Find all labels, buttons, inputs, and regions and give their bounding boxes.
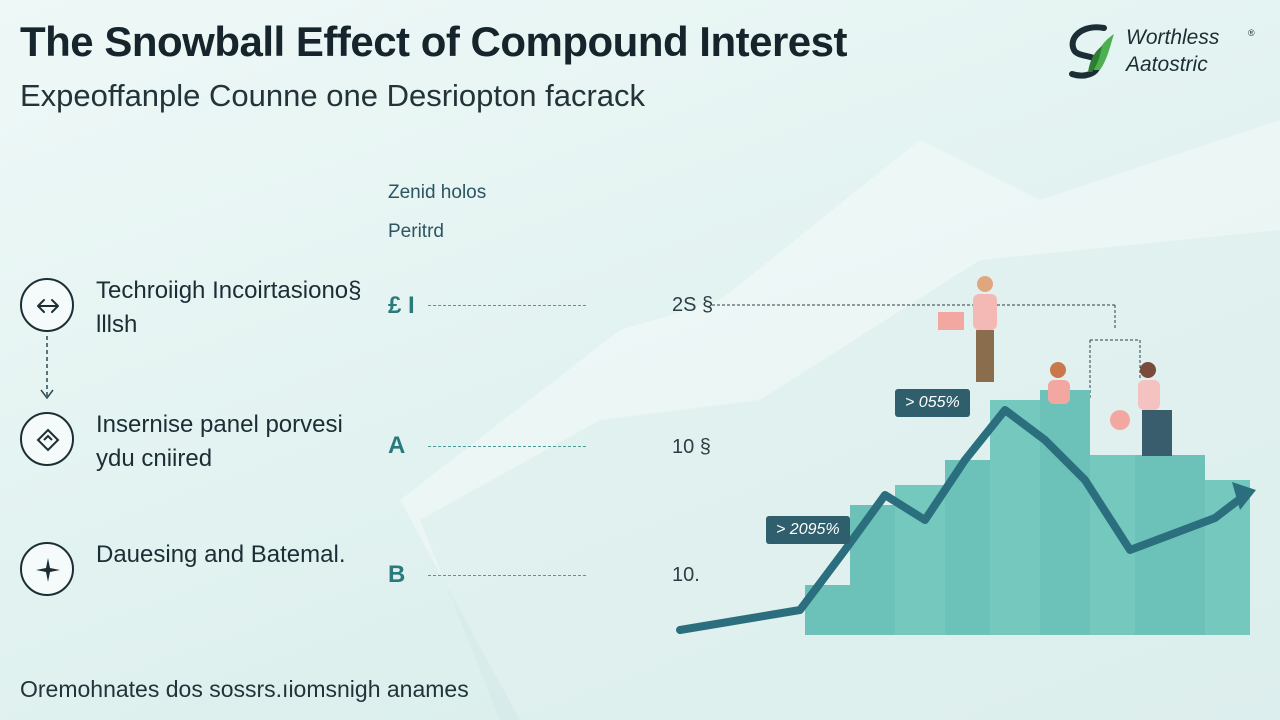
y-label-3: 10. [672,564,700,586]
logo-line-1: Worthless [1126,26,1220,49]
logo-text: Worthless Aatostric [1126,24,1219,78]
row-marker-1: £ I [388,292,415,319]
connector-arrow [40,336,54,400]
y-label-2: 10 § [672,436,711,458]
logo-registered-mark: ® [1248,28,1255,38]
people-figures [938,276,1172,456]
tag-icon [20,412,74,466]
y-label-1: 2S § [672,294,714,316]
row-divider-3 [428,575,586,576]
middle-heading-1: Zenid holos [388,182,487,203]
feature-item-1: Techroiigh Incoirtasiono§ lllsh [20,277,380,348]
feature-label: Insernise panel porvesi ydu cniired [96,411,343,472]
leaf-swirl-logo-icon [1069,24,1114,79]
growth-trend-line [676,406,1249,634]
row-divider-2 [428,446,586,447]
row-marker-2: A [388,432,406,459]
growth-illustration [676,276,1256,635]
compass-star-icon [20,542,74,596]
logo-line-2: Aatostric [1126,53,1208,76]
double-arrow-icon [20,278,74,332]
row-divider-1 [428,305,586,306]
feature-label: Techroiigh Incoirtasiono§ lllsh [96,277,362,338]
middle-heading-2: Peritrd [388,221,444,242]
page-title: The Snowball Effect of Compound Interest [20,18,848,65]
feature-item-3: Dauesing and Batemal. [20,541,380,612]
page-subtitle: Expeoffanple Counne one Desriopton facra… [20,78,646,113]
callout-badge-1: > 055% [895,389,970,417]
row-marker-3: B [388,561,406,588]
feature-item-2: Insernise panel porvesi ydu cniired [20,411,380,482]
callout-badge-2: > 2095% [766,516,850,544]
footer-caption: Oremohnates dos sossrs.ıiomsnigh anames [20,676,469,702]
trend-arrow-head [1232,482,1256,510]
brand-logo: Worthless Aatostric ® [1064,20,1264,82]
feature-label: Dauesing and Batemal. [96,541,346,568]
